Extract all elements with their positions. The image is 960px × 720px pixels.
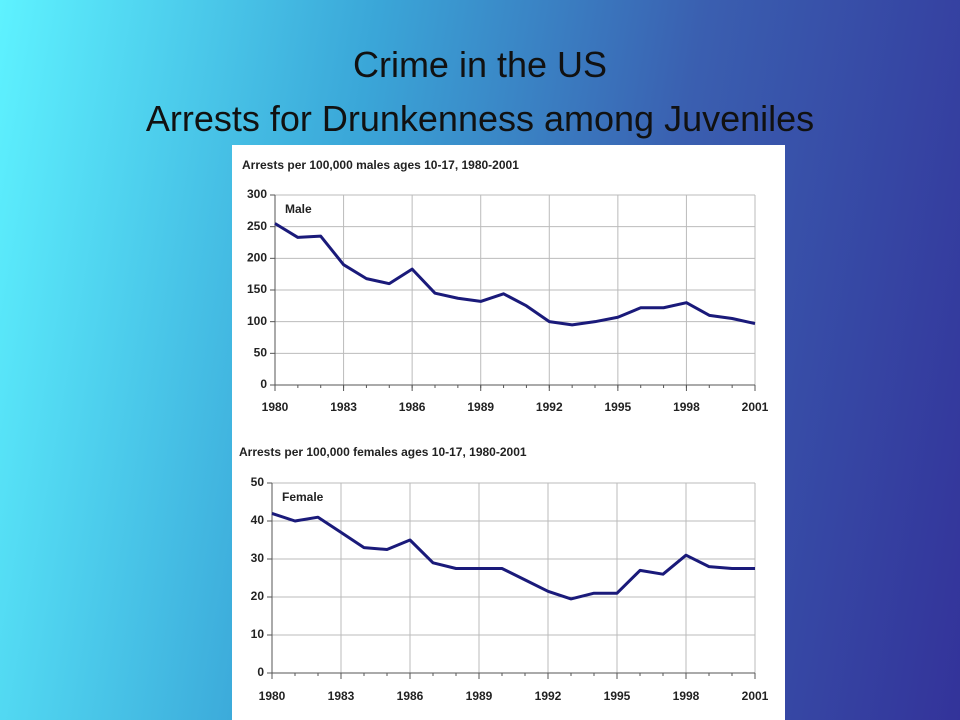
x-tick-label: 1980 bbox=[262, 400, 289, 414]
y-tick-label: 250 bbox=[247, 219, 267, 233]
chart-title: Arrests per 100,000 males ages 10-17, 19… bbox=[242, 158, 519, 172]
y-tick-label: 150 bbox=[247, 282, 267, 296]
y-tick-label: 20 bbox=[251, 589, 265, 603]
x-tick-label: 1992 bbox=[535, 689, 562, 703]
x-tick-label: 1998 bbox=[673, 689, 700, 703]
y-tick-label: 50 bbox=[254, 346, 268, 360]
x-tick-label: 1992 bbox=[536, 400, 563, 414]
x-tick-label: 1980 bbox=[259, 689, 286, 703]
x-tick-label: 1986 bbox=[399, 400, 426, 414]
y-tick-label: 30 bbox=[251, 551, 265, 565]
x-tick-label: 1998 bbox=[673, 400, 700, 414]
x-tick-label: 1989 bbox=[467, 400, 494, 414]
y-tick-label: 50 bbox=[251, 475, 265, 489]
x-tick-label: 1995 bbox=[604, 689, 631, 703]
series-label: Female bbox=[282, 490, 324, 504]
data-line bbox=[271, 511, 755, 601]
x-tick-label: 1983 bbox=[330, 400, 357, 414]
x-tick-label: 1986 bbox=[397, 689, 424, 703]
y-tick-label: 0 bbox=[257, 665, 264, 679]
chart-panel bbox=[232, 145, 785, 720]
chart-title: Arrests per 100,000 females ages 10-17, … bbox=[239, 445, 527, 459]
x-tick-label: 2001 bbox=[742, 400, 769, 414]
y-tick-label: 10 bbox=[251, 627, 265, 641]
slide-title: Crime in the US bbox=[352, 44, 608, 85]
data-line bbox=[274, 222, 756, 327]
y-tick-label: 0 bbox=[260, 377, 267, 391]
y-tick-label: 300 bbox=[247, 187, 267, 201]
slide-subtitle: Arrests for Drunkenness among Juveniles bbox=[145, 98, 815, 139]
y-tick-label: 40 bbox=[251, 513, 265, 527]
x-tick-label: 1989 bbox=[466, 689, 493, 703]
x-tick-label: 1983 bbox=[328, 689, 355, 703]
y-tick-label: 200 bbox=[247, 251, 267, 265]
series-label: Male bbox=[285, 202, 312, 216]
x-tick-label: 1995 bbox=[605, 400, 632, 414]
x-tick-label: 2001 bbox=[742, 689, 769, 703]
y-tick-label: 100 bbox=[247, 314, 267, 328]
